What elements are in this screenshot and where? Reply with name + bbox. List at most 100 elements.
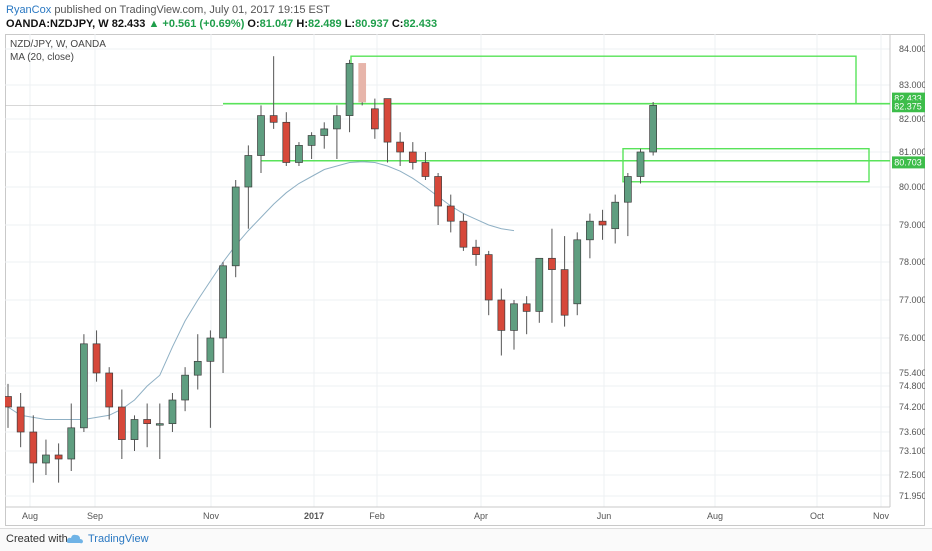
author-link[interactable]: RyanCox [6,4,52,16]
candle-body[interactable] [320,128,329,136]
candle-body[interactable] [257,115,265,156]
x-tick-label: Aug [707,511,723,521]
y-tick-label: 84.000 [899,44,925,54]
candle-body[interactable] [510,303,518,331]
candle-body[interactable] [611,201,620,230]
candle-body[interactable] [42,454,50,464]
price-change: +0.561 (+0.69%) [162,18,245,30]
open-label: O: [247,18,260,30]
x-tick-label: Nov [203,511,220,521]
candle-body[interactable] [371,108,379,130]
low-label: L: [344,18,356,30]
open-value: 81.047 [259,18,294,30]
x-tick-label: 2017 [304,511,324,521]
candle-body[interactable] [143,419,151,425]
candle-body[interactable] [5,396,12,408]
legend-indicator[interactable]: MA (20, close) [10,52,74,63]
candle-body[interactable] [206,337,215,362]
candle-body[interactable] [598,220,607,226]
x-tick-label: Feb [369,511,385,521]
close-label: C: [391,18,404,30]
chart-frame[interactable] [5,34,925,526]
high-value: 82.489 [307,18,342,30]
candle-body[interactable] [219,265,227,339]
candle-body[interactable] [16,406,25,433]
candle-body[interactable] [29,431,38,464]
close-value: 82.433 [403,18,438,30]
candle-body[interactable] [446,205,455,222]
y-tick-label: 76.000 [899,333,925,343]
footer: Created with TradingView [0,528,932,551]
candle-body[interactable] [282,121,291,163]
candle-body[interactable] [548,257,556,270]
candle-body[interactable] [307,135,316,146]
candle-body[interactable] [105,372,114,408]
x-tick-label: Sep [87,511,103,521]
candle-body[interactable] [295,145,303,163]
chart-legend: NZD/JPY, W, OANDA MA (20, close) [10,38,106,64]
y-tick-label: 79.000 [899,220,925,230]
candle-body[interactable] [623,176,632,203]
y-tick-label: 82.000 [899,114,925,124]
candle-body[interactable] [358,63,367,103]
candle-body[interactable] [269,115,278,123]
candle-body[interactable] [535,257,544,312]
candle-body[interactable] [244,155,253,188]
last-price: 82.433 [111,18,146,30]
candle-body[interactable] [472,246,480,255]
candle-body[interactable] [586,220,594,241]
candle-body[interactable] [80,343,88,429]
candle-body[interactable] [383,98,392,143]
y-tick-label: 77.000 [899,295,925,305]
candle-body[interactable] [181,374,189,401]
candle-body[interactable] [522,303,531,312]
support-zone[interactable] [622,147,870,183]
candle-body[interactable] [345,63,354,116]
candle-body[interactable] [649,105,658,153]
tradingview-brand[interactable]: TradingView [88,533,149,545]
candle-body[interactable] [484,254,493,301]
price-tag-level: 82.375 [894,101,922,111]
ma-line [7,161,515,420]
y-tick-label: 73.600 [899,427,925,437]
candle-body[interactable] [92,343,101,374]
chart-header: RyanCox published on TradingView.com, Ju… [0,0,932,34]
candle-body[interactable] [231,186,240,267]
y-tick-label: 73.100 [899,446,925,456]
candle-body[interactable] [573,239,582,305]
candle-body[interactable] [560,269,569,316]
price-tag-support: 80.703 [894,157,922,167]
candle-body[interactable] [434,176,442,207]
y-tick-label: 74.200 [899,402,925,412]
x-tick-label: Jun [597,511,612,521]
candle-body[interactable] [193,360,202,376]
candle-body[interactable] [459,220,468,248]
y-tick-label: 80.000 [899,182,925,192]
high-label: H: [296,18,308,30]
tradingview-cloud-icon [66,534,83,544]
candle-body[interactable] [155,423,164,426]
candle-body[interactable] [333,115,341,130]
quote-line: OANDA:NZDJPY, W 82.433 ▲ +0.561 (+0.69%)… [6,18,437,30]
candle-body[interactable] [67,427,76,460]
low-value: 80.937 [355,18,389,30]
y-tick-label: 74.800 [899,381,925,391]
legend-title: NZD/JPY, W, OANDA [10,39,106,50]
y-tick-label: 71.950 [899,491,925,501]
candle-body[interactable] [168,399,177,425]
publish-line: RyanCox published on TradingView.com, Ju… [6,4,330,16]
price-chart[interactable]: 84.000 83.000 82.000 81.000 80.000 79.000 78.0… [5,34,925,526]
candle-body[interactable] [54,454,63,460]
candle-body[interactable] [396,141,404,153]
price-tag-level-bg [892,100,925,113]
y-tick-label: 78.000 [899,257,925,267]
candle-body[interactable] [497,299,506,331]
candle-body[interactable] [408,151,417,163]
candle-body[interactable] [117,406,126,440]
candle-body[interactable] [421,162,430,177]
x-tick-label: Oct [810,511,825,521]
candle-body[interactable] [130,419,139,440]
publish-info: published on TradingView.com, July 01, 2… [54,4,330,16]
up-arrow-icon: ▲ [148,18,160,30]
candle-body[interactable] [636,151,645,177]
